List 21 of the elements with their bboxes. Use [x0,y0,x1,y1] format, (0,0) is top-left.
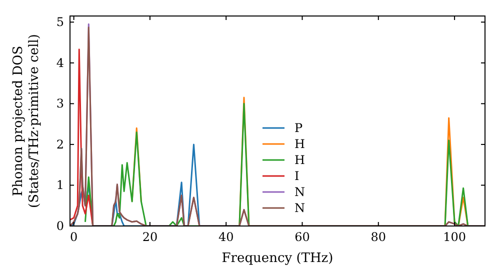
x-tick-label: 20 [142,230,158,244]
y-axis-title: Phonon projected DOS (States/THz·primitive cell) [11,34,42,208]
legend-label: I [294,169,300,183]
line-series [70,48,94,226]
y-tick-label: 0 [56,219,64,233]
y-tick-label: 4 [56,56,64,70]
legend-label: H [294,137,305,151]
y-tick-label: 1 [56,178,64,192]
y-tick-label: 2 [56,137,64,152]
legend-label: N [294,201,305,215]
legend-label: H [294,153,305,167]
y-tick-label: 5 [56,15,64,30]
legend-label: P [294,121,303,135]
legend-label: N [294,185,305,199]
x-tick-label: 60 [294,230,310,244]
x-tick-label: 100 [443,230,466,244]
x-tick-label: 40 [218,230,234,244]
x-tick-label: 80 [370,230,386,244]
x-tick-label: 0 [70,230,78,244]
x-axis-title: Frequency (THz) [222,251,334,266]
y-tick-label: 3 [56,96,64,111]
